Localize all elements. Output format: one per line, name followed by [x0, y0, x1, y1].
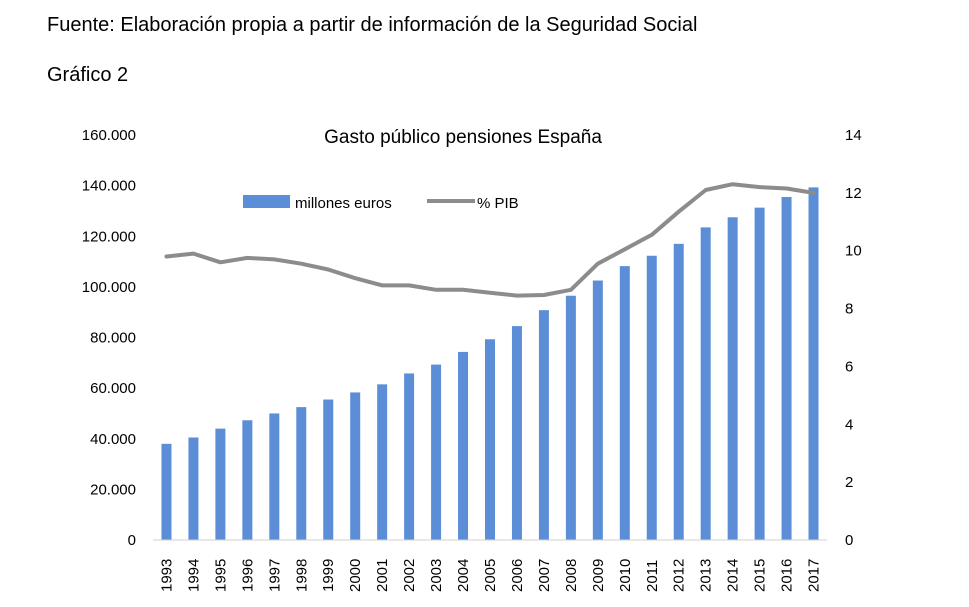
right-tick-label: 12	[845, 185, 862, 202]
left-tick-label: 0	[128, 532, 136, 549]
x-tick-label: 2011	[644, 560, 661, 592]
x-tick-label: 2002	[401, 559, 418, 592]
right-tick-label: 2	[845, 474, 853, 491]
right-tick-label: 6	[845, 358, 853, 375]
x-tick-label: 2015	[752, 559, 769, 592]
bar	[458, 351, 469, 540]
x-tick-label: 2008	[563, 559, 580, 592]
bar	[188, 437, 199, 540]
bar	[565, 295, 576, 540]
bar	[296, 407, 307, 540]
bar	[350, 392, 361, 540]
x-tick-label: 2010	[617, 559, 634, 592]
right-tick-label: 4	[845, 416, 853, 433]
x-tick-label: 1996	[239, 559, 256, 592]
x-tick-label: 2001	[374, 559, 391, 592]
x-tick-label: 2017	[806, 559, 823, 592]
x-tick-label: 2016	[779, 559, 796, 592]
legend-bar-swatch	[243, 195, 290, 208]
left-tick-label: 100.000	[82, 279, 136, 296]
bar	[727, 217, 738, 540]
x-tick-label: 2009	[590, 559, 607, 592]
left-tick-label: 20.000	[90, 481, 136, 498]
x-tick-label: 2003	[428, 559, 445, 592]
right-tick-label: 0	[845, 532, 853, 549]
bar	[781, 197, 792, 540]
x-tick-label: 1998	[293, 559, 310, 592]
x-tick-label: 1993	[158, 559, 175, 592]
bar	[700, 227, 711, 540]
x-tick-label: 2013	[698, 559, 715, 592]
x-tick-label: 1995	[212, 559, 229, 592]
line-path	[164, 182, 816, 298]
bar	[323, 399, 334, 540]
line-series	[164, 182, 816, 298]
right-tick-label: 8	[845, 301, 853, 318]
x-tick-label: 2007	[536, 559, 553, 592]
bar	[754, 207, 765, 540]
legend: millones euros % PIB	[243, 195, 519, 212]
left-axis: 0 20.000 40.000 60.000 80.000 100.000 120.000 1…	[82, 127, 136, 549]
bar	[538, 310, 549, 540]
bar-series	[161, 187, 819, 540]
x-tick-label: 2005	[482, 559, 499, 592]
bar	[673, 243, 684, 540]
chart-title: Gasto público pensiones España	[324, 127, 602, 148]
bar	[215, 428, 226, 540]
bar	[431, 364, 442, 540]
left-tick-label: 160.000	[82, 127, 136, 144]
source-note: Fuente: Elaboración propia a partir de i…	[47, 14, 698, 36]
bar	[808, 187, 819, 540]
x-tick-label: 2000	[347, 559, 364, 592]
right-tick-label: 10	[845, 243, 862, 260]
legend-bar-label: millones euros	[295, 195, 392, 212]
bar	[161, 443, 172, 540]
bar	[485, 339, 495, 540]
x-tick-label: 2012	[671, 559, 688, 592]
left-tick-label: 120.000	[82, 228, 136, 245]
x-tick-label: 2004	[455, 559, 472, 592]
bar	[646, 255, 657, 540]
x-tick-label: 2006	[509, 559, 526, 592]
left-tick-label: 60.000	[90, 380, 136, 397]
figure-label: Gráfico 2	[47, 64, 129, 86]
left-tick-label: 80.000	[90, 330, 136, 347]
x-tick-label: 1997	[266, 559, 283, 592]
right-tick-label: 14	[845, 127, 862, 144]
x-tick-label: 1999	[320, 559, 337, 592]
bar	[269, 413, 280, 540]
bar	[592, 280, 603, 540]
left-tick-label: 140.000	[82, 178, 136, 195]
x-tick-label: 2014	[725, 559, 742, 592]
x-axis-labels: 1993 1994 1995 1996 1997 1998 1999 2000 2001 2002…	[158, 559, 822, 592]
bar	[511, 326, 522, 540]
right-axis: 0 2 4 6 8 10 12 14	[845, 127, 862, 549]
bar	[377, 384, 388, 540]
bar	[619, 266, 630, 540]
bar	[242, 420, 253, 540]
left-tick-label: 40.000	[90, 431, 136, 448]
bar	[404, 373, 415, 540]
x-tick-label: 1994	[185, 559, 202, 592]
legend-line-label: % PIB	[477, 195, 519, 212]
